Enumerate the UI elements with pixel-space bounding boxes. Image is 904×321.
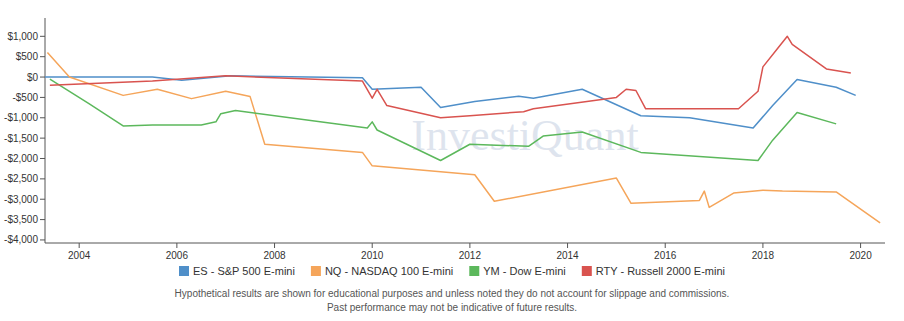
y-tick-label: $0 xyxy=(27,72,39,83)
y-tick xyxy=(40,36,45,37)
legend-swatch xyxy=(469,266,479,276)
x-tick xyxy=(665,243,666,248)
x-tick-label: 2020 xyxy=(849,250,872,261)
x-tick-label: 2016 xyxy=(654,250,677,261)
series-line xyxy=(50,36,851,117)
series-line xyxy=(50,79,836,160)
y-tick xyxy=(40,117,45,118)
y-tick xyxy=(40,138,45,139)
y-axis xyxy=(45,18,46,243)
x-tick-label: 2012 xyxy=(459,250,482,261)
legend-swatch xyxy=(179,266,189,276)
x-tick xyxy=(762,243,763,248)
y-tick-label: -$1,500 xyxy=(4,133,38,144)
x-tick-label: 2018 xyxy=(752,250,775,261)
plot-area xyxy=(45,36,880,223)
watermark: InvestiQuant xyxy=(411,111,638,160)
y-tick-label: -$4,000 xyxy=(4,234,38,245)
y-tick xyxy=(40,239,45,240)
y-tick-label: -$500 xyxy=(12,92,38,103)
y-tick-label: $500 xyxy=(16,51,39,62)
legend-label: YM - Dow E-mini xyxy=(483,265,566,277)
y-tick-label: $1,000 xyxy=(7,31,38,42)
y-tick-label: -$2,500 xyxy=(4,173,38,184)
y-tick-label: -$2,000 xyxy=(4,153,38,164)
x-tick xyxy=(567,243,568,248)
y-tick-label: -$3,500 xyxy=(4,214,38,225)
chart: InvestiQuant $1,000 $500 $0 -$500 -$1,000 -$1,… xyxy=(0,0,904,321)
y-tick xyxy=(40,219,45,220)
x-tick xyxy=(372,243,373,248)
y-tick xyxy=(40,77,45,78)
y-tick xyxy=(40,97,45,98)
legend-swatch xyxy=(582,266,592,276)
x-tick-label: 2008 xyxy=(263,250,286,261)
x-tick xyxy=(860,243,861,248)
legend-swatch xyxy=(311,266,321,276)
series-line xyxy=(47,53,880,223)
y-tick-label: -$3,000 xyxy=(4,194,38,205)
legend: ES - S&P 500 E-mini NQ - NASDAQ 100 E-min… xyxy=(179,265,725,277)
y-tick xyxy=(40,158,45,159)
x-tick-label: 2004 xyxy=(68,250,91,261)
y-tick xyxy=(40,178,45,179)
x-axis xyxy=(45,243,885,244)
x-tick-label: 2010 xyxy=(361,250,384,261)
y-tick xyxy=(40,199,45,200)
footnote: Hypothetical results are shown for educa… xyxy=(175,288,730,299)
x-tick xyxy=(176,243,177,248)
series-line xyxy=(45,76,856,128)
x-tick xyxy=(274,243,275,248)
legend-label: ES - S&P 500 E-mini xyxy=(193,265,295,277)
x-tick xyxy=(79,243,80,248)
y-tick-label: -$1,000 xyxy=(4,112,38,123)
y-tick xyxy=(40,56,45,57)
x-tick xyxy=(469,243,470,248)
x-tick-label: 2006 xyxy=(166,250,189,261)
footnote: Past performance may not be indicative o… xyxy=(327,302,577,313)
x-tick-label: 2014 xyxy=(556,250,579,261)
legend-label: NQ - NASDAQ 100 E-mini xyxy=(325,265,453,277)
legend-label: RTY - Russell 2000 E-mini xyxy=(596,265,725,277)
